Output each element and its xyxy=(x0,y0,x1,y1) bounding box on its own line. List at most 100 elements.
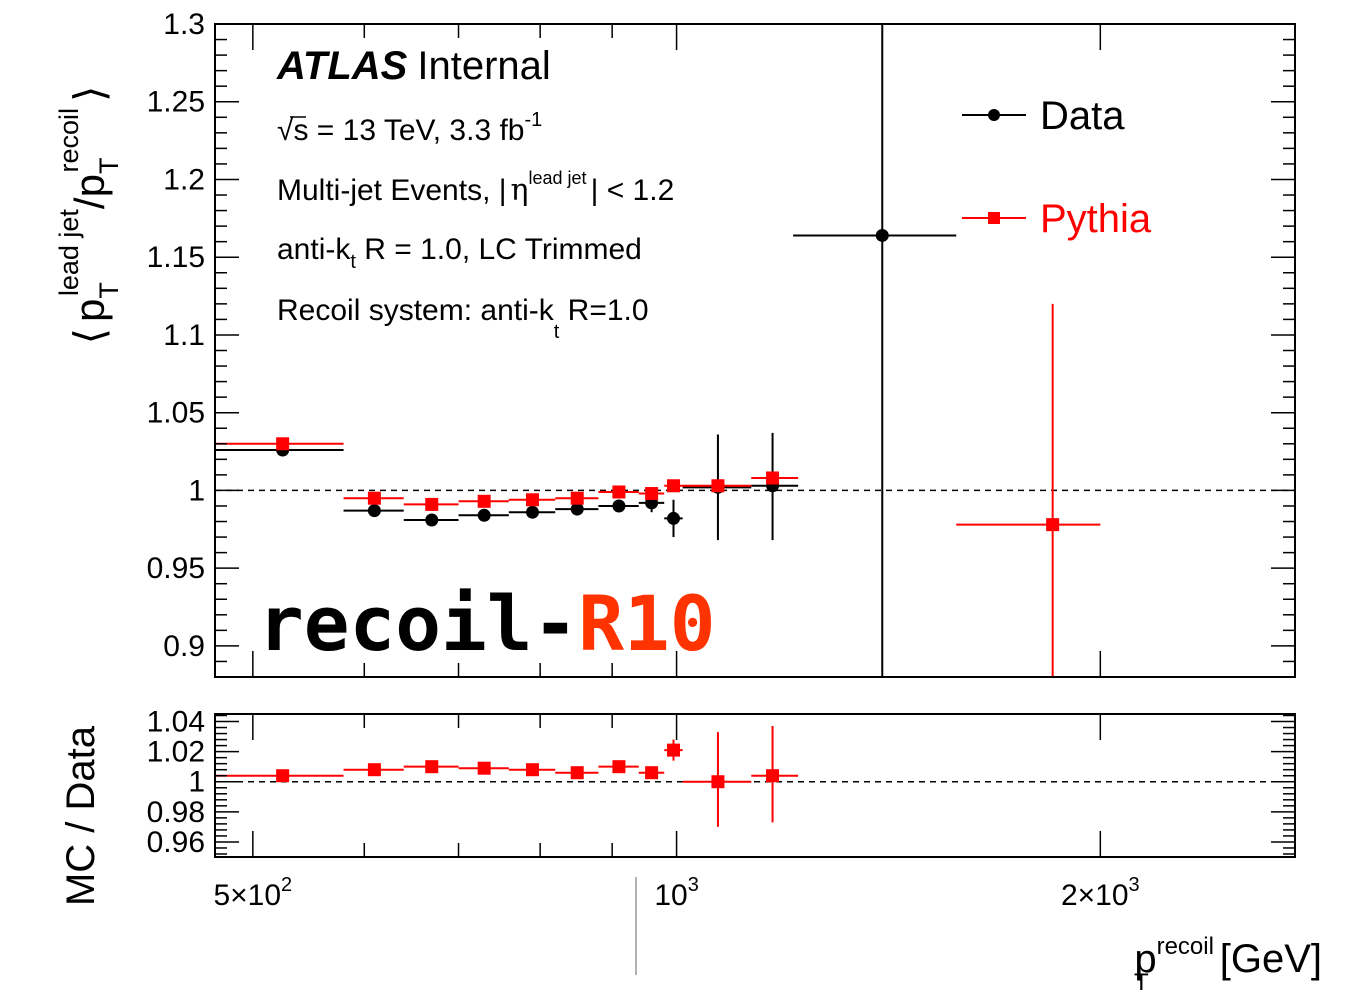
legend-pythia-marker xyxy=(988,212,1000,224)
top-y-tick-label: 1.1 xyxy=(163,319,205,352)
top-pythia-point xyxy=(458,494,509,508)
top-y-tick-label: 0.95 xyxy=(147,552,205,585)
x-tick-label: 5×102 xyxy=(213,874,292,912)
ratio-pythia-point xyxy=(638,766,665,780)
ytitle-close: ⟩ xyxy=(66,86,113,102)
ratio-pythia-marker xyxy=(276,769,290,783)
top-pythia-marker xyxy=(1046,518,1060,532)
recoil-tag-black: recoil- xyxy=(258,579,578,668)
x-tick-label-exp: 3 xyxy=(688,874,699,896)
bottom-frame xyxy=(214,713,1296,858)
top-y-axis-title: ⟨pTlead jet/pTrecoil⟩ xyxy=(54,86,124,345)
ratio-pythia-point xyxy=(215,769,344,783)
top-pythia-point xyxy=(956,303,1101,677)
ratio-pythia-marker xyxy=(425,760,439,774)
recoil-system-label: Recoil system: anti-kt R=1.0 xyxy=(277,294,649,343)
atlas-word: ATLAS xyxy=(276,44,408,88)
top-pythia-point xyxy=(664,479,683,493)
xtitle-sup: recoil xyxy=(1157,933,1214,960)
top-pythia-point xyxy=(598,485,639,499)
ratio-y-tick-label: 1 xyxy=(188,766,205,799)
ratio-pythia-point xyxy=(682,732,752,827)
top-data-point xyxy=(458,508,509,522)
x-tick-label-base: 5×10 xyxy=(213,879,281,912)
ratio-y-tick-label: 0.98 xyxy=(147,796,205,829)
ratio-y-tick-label: 1.02 xyxy=(147,736,205,769)
top-y-tick-label: 1.3 xyxy=(163,8,205,41)
x-tick-label: 103 xyxy=(654,874,699,912)
jets-pre: anti-k xyxy=(277,233,351,266)
jets-label: anti-kt R = 1.0, LC Trimmed xyxy=(277,233,642,273)
top-data-marker xyxy=(667,511,681,525)
top-pythia-point xyxy=(555,491,599,505)
jets-sub: t xyxy=(350,251,356,273)
energy-label: √s = 13 TeV, 3.3 fb-1 xyxy=(277,109,542,147)
top-data-marker xyxy=(570,502,584,516)
bottom-y-axis-title: MC / Data xyxy=(59,725,103,906)
top-y-tick-label: 1.2 xyxy=(163,163,205,196)
ratio-pythia-point xyxy=(343,763,404,777)
events-label: Multi-jet Events, | ηlead jet | < 1.2 xyxy=(277,168,674,208)
legend: Data Pythia xyxy=(962,94,1152,241)
ytitle-t2: T xyxy=(94,158,124,174)
ratio-pythia-marker xyxy=(570,766,584,780)
ratio-y-tick-label: 1.04 xyxy=(147,706,205,739)
events-bar2: | xyxy=(591,174,599,207)
top-data-point xyxy=(403,513,459,527)
events-sup: lead jet xyxy=(529,168,587,188)
atlas-label: ATLAS Internal xyxy=(276,44,551,88)
top-data-marker xyxy=(612,499,626,513)
x-axis-title: precoil T [GeV] xyxy=(1134,933,1322,991)
ratio-pythia-marker xyxy=(612,760,626,774)
top-y-tick-label: 1.15 xyxy=(147,241,205,274)
top-frame xyxy=(214,23,1296,678)
top-data-point xyxy=(555,502,599,516)
events-eta: η xyxy=(511,173,529,208)
jets-post: R = 1.0, LC Trimmed xyxy=(356,233,642,266)
top-pythia-marker xyxy=(570,491,584,505)
recoil-tag-red: R10 xyxy=(578,579,715,668)
x-tick-label-exp: 3 xyxy=(1129,874,1140,896)
top-data-marker xyxy=(525,505,539,519)
top-pythia-marker xyxy=(525,493,539,507)
top-data-point xyxy=(751,432,799,541)
events-pre: Multi-jet Events, xyxy=(277,174,499,207)
top-data-marker xyxy=(367,504,381,518)
top-data-point xyxy=(508,505,556,519)
top-pythia-point xyxy=(508,493,556,507)
top-pythia-point xyxy=(751,471,799,485)
top-y-tick-label: 1.25 xyxy=(147,86,205,119)
events-bar1: | xyxy=(499,174,507,207)
top-pythia-point xyxy=(343,491,404,505)
ratio-pythia-marker xyxy=(667,743,681,757)
recoil-pre: Recoil system: anti-k xyxy=(277,294,555,327)
top-data-point xyxy=(598,499,639,513)
ratio-pythia-marker xyxy=(711,775,725,789)
x-tick-label-base: 10 xyxy=(654,879,687,912)
legend-data-label: Data xyxy=(1040,94,1125,138)
top-data-marker xyxy=(875,228,889,242)
top-pythia-marker xyxy=(477,494,491,508)
top-pythia-marker xyxy=(667,479,681,493)
internal-word: Internal xyxy=(417,44,550,88)
top-y-tick-label: 1.05 xyxy=(147,397,205,430)
ratio-pythia-point xyxy=(555,766,599,780)
recoil-tag: recoil-R10 xyxy=(258,579,716,668)
ytitle-sup1: lead jet xyxy=(54,209,84,297)
xtitle-p: p xyxy=(1134,937,1156,981)
ratio-pythia-marker xyxy=(645,766,659,780)
recoil-sub: t xyxy=(554,321,560,343)
top-plot-marks xyxy=(215,24,1295,677)
x-tick-label-exp: 2 xyxy=(281,874,292,896)
recoil-post: R=1.0 xyxy=(559,294,648,327)
top-data-point xyxy=(343,504,404,518)
x-tick-label-base: 2×10 xyxy=(1061,879,1129,912)
ratio-pythia-point xyxy=(403,760,459,774)
energy-sup: -1 xyxy=(525,109,543,131)
top-pythia-point xyxy=(403,497,459,511)
top-y-tick-label: 1 xyxy=(188,474,205,507)
ratio-pythia-marker xyxy=(525,763,539,777)
ytitle-slash: /p xyxy=(66,174,113,209)
